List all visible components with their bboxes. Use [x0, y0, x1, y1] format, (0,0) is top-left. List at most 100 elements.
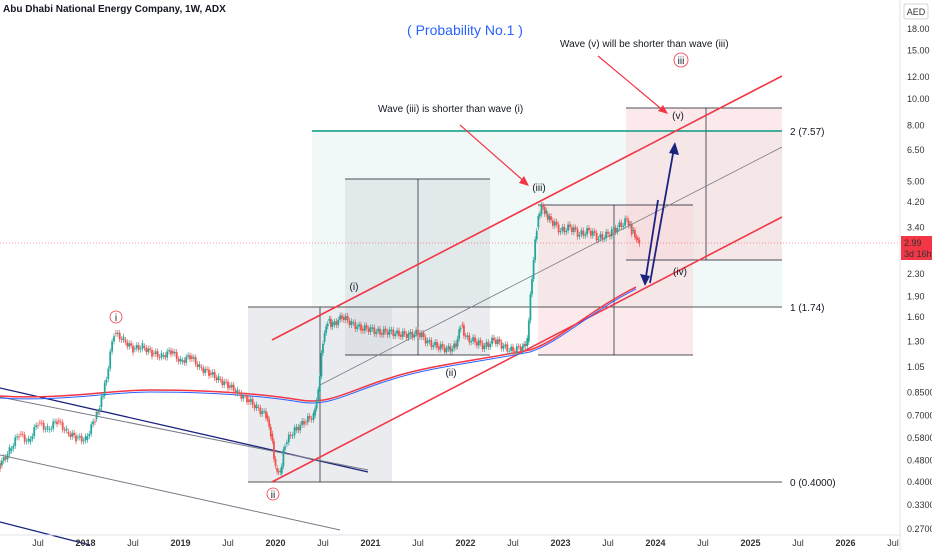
candle [92, 418, 94, 428]
candle [181, 357, 184, 365]
candle [526, 335, 529, 350]
candle [620, 219, 623, 230]
candle [472, 334, 474, 345]
candle [424, 334, 427, 347]
candle [249, 396, 252, 405]
candle [358, 321, 360, 330]
channel-mid [319, 146, 783, 386]
moving-average-blue [0, 288, 637, 404]
candle [246, 392, 248, 406]
candle [310, 415, 313, 423]
candle [170, 347, 172, 358]
candle [441, 341, 444, 351]
price-tick-18: 0.4000 [907, 477, 932, 487]
candle [105, 376, 108, 386]
candle [463, 322, 465, 339]
time-axis-ticks: Jul 2018 Jul 2019 Jul 2020 Jul 2021 Jul 2022 Jul 20… [32, 538, 899, 548]
candle [305, 419, 307, 426]
candle [320, 349, 323, 380]
candle [132, 342, 134, 356]
candle [539, 211, 541, 219]
candle [303, 418, 305, 428]
candle [289, 431, 292, 439]
candle [227, 378, 229, 392]
candle [464, 332, 467, 340]
candle [622, 222, 625, 230]
fib-label-2: 2 (7.57) [790, 127, 824, 138]
candle [548, 213, 551, 223]
candle [326, 320, 329, 330]
candle [48, 426, 51, 433]
candle [607, 228, 609, 237]
candle [409, 328, 412, 338]
channel-upper[interactable] [271, 75, 783, 341]
candle [322, 340, 324, 356]
candle [344, 312, 347, 324]
candle [371, 324, 374, 332]
time-tick-3: 2019 [170, 538, 190, 548]
price-tick-11: 1.60 [907, 312, 925, 322]
candle [306, 413, 309, 426]
candle [295, 424, 298, 433]
candle [173, 349, 176, 357]
candle [194, 354, 197, 368]
price-tick-17: 0.4800 [907, 455, 932, 465]
candle [56, 418, 58, 428]
candle [210, 369, 212, 378]
candle [115, 329, 117, 337]
candle [367, 325, 370, 336]
candle [318, 373, 321, 396]
candle [561, 223, 564, 234]
candle [59, 418, 62, 426]
candle [219, 376, 222, 383]
candle [373, 324, 376, 337]
candle [84, 433, 87, 444]
price-tick-8: 3.40 [907, 222, 925, 232]
candle [130, 340, 132, 349]
candle [166, 348, 169, 361]
candle [2, 454, 5, 464]
price-tick-4: 8.00 [907, 120, 925, 130]
candle [31, 433, 34, 443]
candle [65, 425, 68, 434]
candle [390, 326, 393, 335]
candle [172, 348, 174, 357]
candle [215, 374, 218, 384]
candle [468, 332, 471, 346]
last-price-badge[interactable] [901, 236, 932, 260]
candle [466, 332, 469, 341]
wave-iv-label: (iv) [673, 267, 687, 278]
candle [461, 321, 464, 329]
candle [141, 340, 144, 352]
candle [122, 333, 125, 343]
candle [626, 215, 628, 223]
candle [135, 342, 138, 352]
candle [35, 422, 37, 431]
candle [14, 434, 17, 449]
candle [545, 207, 548, 217]
candle [234, 387, 237, 397]
candle [597, 235, 600, 244]
candle [328, 315, 331, 324]
arrow-to-v [649, 147, 675, 284]
time-tick-13: 2024 [645, 538, 665, 548]
channel-lower[interactable] [271, 216, 783, 483]
candle [77, 434, 79, 441]
candle [271, 430, 274, 445]
candle [504, 341, 507, 350]
candle [629, 221, 632, 229]
candle [232, 381, 235, 394]
candle [221, 376, 224, 389]
candle [50, 425, 53, 433]
candle [519, 343, 522, 354]
candle [618, 219, 621, 231]
candle [563, 223, 566, 236]
projection-box-1 [345, 179, 490, 355]
candle [572, 224, 575, 236]
time-tick-4: Jul [222, 538, 234, 548]
candle [107, 365, 110, 383]
candle [75, 432, 77, 445]
candle [255, 401, 258, 412]
candle [354, 319, 357, 332]
